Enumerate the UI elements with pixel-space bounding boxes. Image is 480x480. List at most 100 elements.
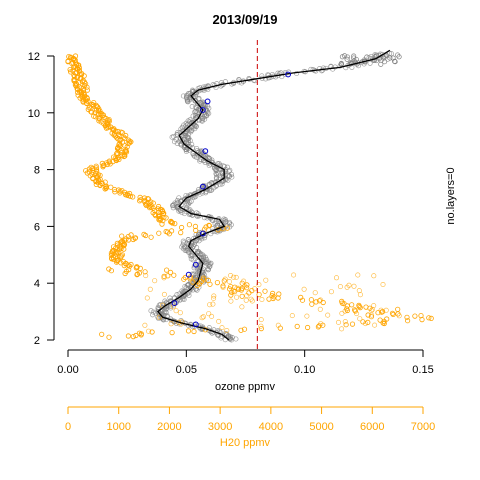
ozone-point bbox=[221, 216, 227, 222]
water-vapour-point bbox=[99, 331, 105, 337]
x-tick-label-water: 0 bbox=[65, 421, 71, 433]
water-vapour-point bbox=[93, 165, 99, 171]
water-vapour-point bbox=[294, 323, 300, 329]
ozone-point bbox=[175, 205, 181, 212]
water-vapour-point bbox=[369, 312, 375, 318]
water-vapour-point bbox=[156, 203, 162, 210]
water-vapour-point bbox=[418, 312, 424, 319]
ozone-point bbox=[187, 119, 193, 125]
water-vapour-point bbox=[220, 284, 226, 290]
ozone-point bbox=[178, 126, 184, 132]
water-vapour-point bbox=[233, 274, 239, 280]
water-vapour-point bbox=[163, 228, 169, 235]
water-vapour-point bbox=[256, 282, 262, 288]
water-vapour-point bbox=[90, 167, 96, 173]
water-vapour-point bbox=[390, 311, 396, 317]
water-vapour-point bbox=[304, 324, 311, 331]
water-vapour-point bbox=[119, 152, 125, 158]
ozone-point bbox=[195, 211, 201, 217]
water-vapour-point bbox=[115, 257, 121, 263]
water-vapour-point bbox=[91, 113, 97, 119]
water-vapour-point bbox=[206, 223, 212, 229]
water-vapour-point bbox=[120, 258, 127, 265]
water-vapour-point bbox=[357, 316, 363, 322]
water-vapour-point bbox=[346, 282, 352, 288]
water-vapour-point bbox=[389, 310, 396, 316]
water-vapour-point bbox=[343, 322, 349, 328]
water-vapour-point bbox=[111, 186, 118, 193]
ozone-point bbox=[222, 330, 228, 337]
water-vapour-point bbox=[164, 267, 170, 273]
water-vapour-point bbox=[412, 313, 418, 319]
water-vapour-point bbox=[316, 298, 323, 304]
water-vapour-point bbox=[200, 314, 206, 320]
water-vapour-point bbox=[178, 230, 184, 236]
water-vapour-point bbox=[104, 160, 110, 166]
ozone-point bbox=[344, 56, 350, 62]
layer-count-label: no.layers=0 bbox=[445, 167, 457, 224]
water-vapour-point bbox=[156, 230, 162, 236]
x-axis-label-water: H20 ppmv bbox=[220, 437, 271, 449]
water-vapour-point bbox=[121, 243, 127, 249]
water-vapour-point bbox=[248, 296, 254, 302]
ozone-point bbox=[185, 236, 191, 243]
water-vapour-point bbox=[181, 276, 187, 282]
x-tick-label-water: 1000 bbox=[106, 421, 130, 433]
water-vapour-point bbox=[291, 272, 297, 278]
x-tick-label-ozone: 0.00 bbox=[57, 364, 78, 376]
water-vapour-point bbox=[301, 286, 307, 292]
x-tick-label-water: 2000 bbox=[157, 421, 181, 433]
water-vapour-point bbox=[309, 301, 315, 307]
y-tick-label: 12 bbox=[28, 51, 40, 63]
water-vapour-point bbox=[169, 329, 175, 336]
ozone-point bbox=[320, 65, 326, 71]
y-tick-label: 10 bbox=[28, 108, 40, 120]
water-vapour-point bbox=[325, 312, 331, 318]
ozone-point bbox=[162, 298, 168, 304]
water-vapour-point bbox=[256, 291, 262, 298]
water-vapour-point bbox=[119, 239, 125, 245]
ozone-point bbox=[174, 292, 180, 298]
water-vapour-point bbox=[224, 327, 230, 333]
water-vapour-point bbox=[220, 283, 226, 289]
water-vapour-point bbox=[86, 166, 93, 172]
water-vapour-point bbox=[357, 292, 363, 298]
ozone-point bbox=[379, 51, 385, 57]
water-vapour-point bbox=[379, 309, 385, 315]
highlight-point bbox=[171, 300, 178, 307]
water-vapour-point bbox=[118, 129, 124, 135]
ozone-point bbox=[148, 308, 154, 314]
water-vapour-point bbox=[209, 313, 215, 319]
water-vapour-point bbox=[275, 322, 281, 328]
water-vapour-point bbox=[224, 225, 230, 231]
water-vapour-point bbox=[114, 240, 120, 246]
ozone-point bbox=[344, 54, 351, 60]
water-vapour-point bbox=[206, 311, 212, 317]
water-vapour-point bbox=[214, 279, 220, 286]
water-vapour-point bbox=[383, 307, 389, 313]
ozone-point bbox=[351, 55, 357, 61]
water-vapour-point bbox=[342, 319, 348, 325]
water-vapour-point bbox=[375, 310, 381, 316]
water-vapour-point bbox=[155, 206, 161, 212]
highlight-point bbox=[200, 183, 206, 190]
water-vapour-point bbox=[371, 303, 377, 309]
water-vapour-point bbox=[352, 308, 358, 314]
ozone-point bbox=[175, 203, 181, 209]
water-vapour-point bbox=[106, 158, 113, 164]
ozone-point bbox=[221, 218, 227, 224]
water-vapour-point bbox=[119, 233, 125, 239]
ozone-point bbox=[175, 200, 181, 206]
water-vapour-point bbox=[147, 286, 153, 292]
water-vapour-point bbox=[241, 278, 247, 284]
highlight-point bbox=[185, 271, 192, 278]
ozone-point bbox=[204, 260, 210, 266]
ozone-point bbox=[176, 195, 182, 201]
water-vapour-point bbox=[114, 151, 120, 157]
water-vapour-point bbox=[269, 293, 275, 299]
water-vapour-point bbox=[141, 231, 147, 237]
water-vapour-point bbox=[339, 298, 345, 304]
ozone-point bbox=[180, 139, 186, 145]
water-vapour-point bbox=[269, 290, 276, 296]
